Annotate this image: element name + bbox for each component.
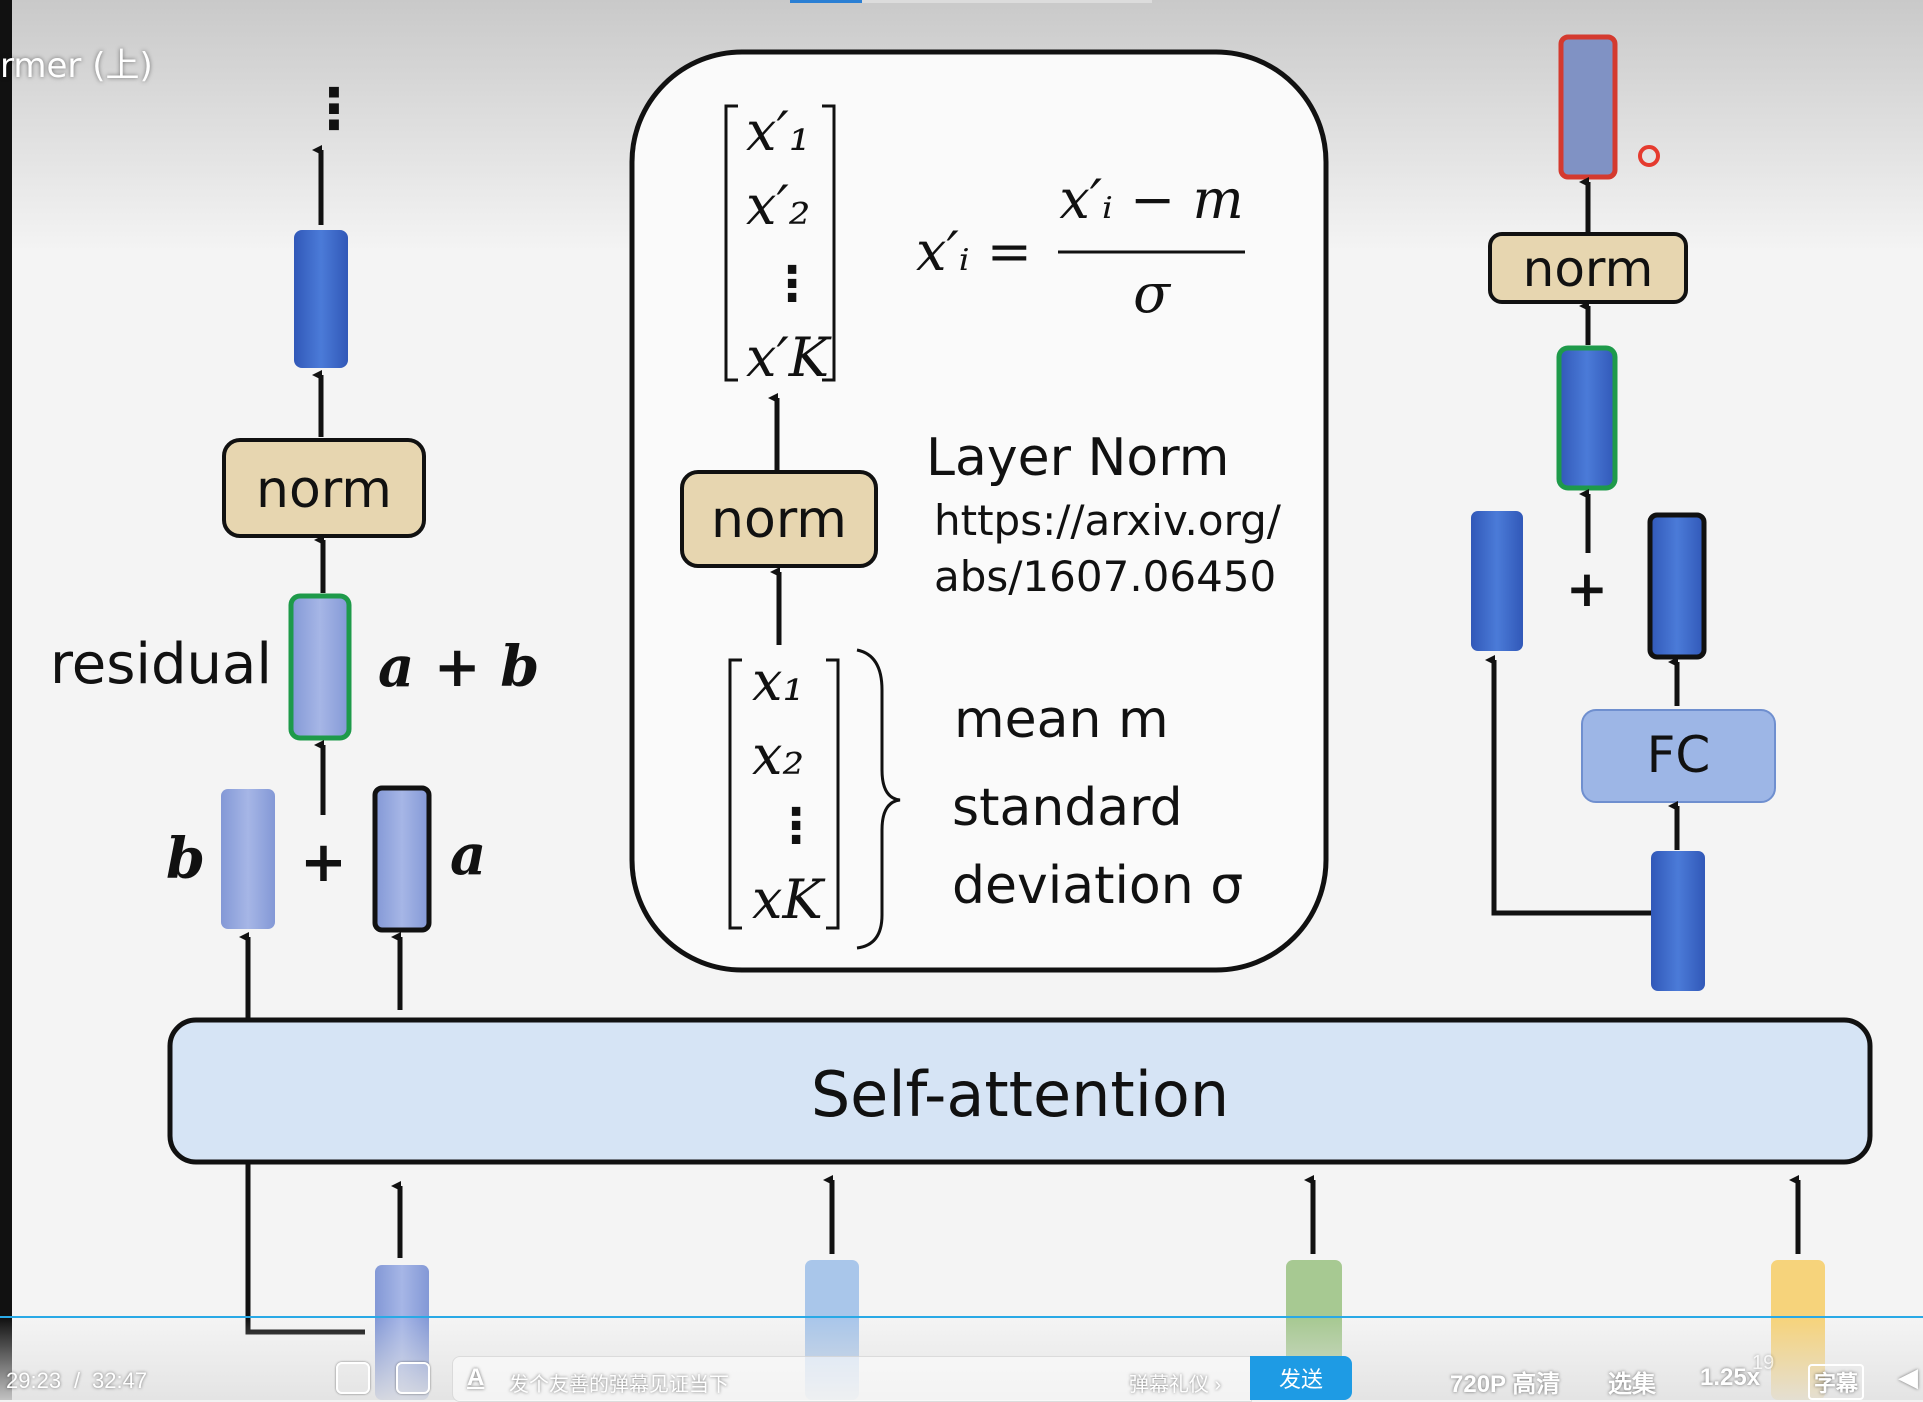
right-skip-vector — [1471, 511, 1523, 651]
send-button[interactable]: 发送 — [1250, 1356, 1352, 1400]
left-residual-vector — [288, 593, 352, 741]
episodes-button[interactable]: 选集 — [1608, 1371, 1656, 1398]
self-attention-label: Self-attention — [810, 1058, 1230, 1131]
out-vector-x1: x′₁ — [746, 100, 811, 163]
right-input-vector — [1651, 851, 1705, 991]
left-b-vector — [221, 789, 275, 929]
a-label: a — [450, 822, 487, 888]
left-norm-box — [222, 438, 426, 538]
right-norm-label: norm — [1522, 240, 1654, 298]
b-label: b — [166, 826, 206, 892]
layer-norm-url-line2: abs/1607.06450 — [934, 552, 1277, 601]
danmaku-toggle-icon[interactable] — [336, 1362, 370, 1394]
std-label-line1: standard — [952, 778, 1183, 838]
center-norm-box — [680, 470, 878, 568]
right-residual-vector — [1556, 345, 1618, 491]
fc-box — [1581, 709, 1776, 803]
left-norm-label: norm — [256, 460, 392, 520]
right-output-vector — [1558, 34, 1618, 180]
sum-a-plus-b-label: a + b — [378, 634, 540, 700]
curly-brace — [856, 648, 901, 950]
formula-lhs: x′ᵢ = — [916, 220, 1032, 283]
bracket-in-left — [728, 658, 742, 930]
mean-label: mean m — [954, 690, 1169, 750]
subtitle-button[interactable]: 字幕 — [1808, 1364, 1865, 1400]
out-vector-ellipsis: ⋮ — [768, 256, 816, 312]
video-title: rmer (上) — [0, 46, 153, 86]
danmaku-placeholder: 发个友善的弹幕见证当下 — [509, 1374, 729, 1396]
out-vector-xK: x′K — [746, 326, 830, 389]
video-progress-bar[interactable] — [0, 1316, 1923, 1318]
layer-norm-url-line1: https://arxiv.org/ — [934, 496, 1281, 545]
center-norm-label: norm — [711, 490, 847, 550]
left-a-vector — [372, 785, 432, 933]
cursor-indicator — [1638, 145, 1660, 167]
time-separator: / — [74, 1368, 81, 1393]
quality-button[interactable]: 720P 高清 — [1450, 1371, 1561, 1398]
self-attention-block — [167, 1017, 1873, 1165]
std-label-line2: deviation σ — [952, 856, 1244, 916]
left-output-vector — [294, 230, 348, 368]
residual-label: residual — [50, 632, 272, 697]
bracket-in-right — [826, 658, 840, 930]
right-skip-connection — [1485, 655, 1651, 916]
danmaku-style-icon[interactable]: A — [467, 1364, 485, 1391]
danmaku-input[interactable]: A 发个友善的弹幕见证当下 弹幕礼仪 › — [452, 1356, 1252, 1402]
speed-button[interactable]: 1.25x — [1700, 1364, 1761, 1391]
layer-norm-box — [629, 49, 1329, 973]
left-plus-sign: + — [300, 830, 347, 895]
time-total: 32:47 — [92, 1368, 148, 1393]
left-edge-bar — [0, 0, 12, 1400]
time-current: 29:23 — [6, 1368, 62, 1393]
fc-label: FC — [1646, 726, 1711, 784]
right-fc-output-vector — [1647, 512, 1707, 660]
volume-icon[interactable]: ◀ — [1898, 1362, 1918, 1392]
danmaku-settings-icon[interactable] — [396, 1362, 430, 1394]
in-vector-x1: x₁ — [752, 650, 805, 713]
formula-denominator: σ — [1133, 262, 1170, 325]
in-vector-xK: xK — [752, 868, 823, 931]
danmaku-etiquette-link[interactable]: 弹幕礼仪 › — [1129, 1374, 1222, 1396]
in-vector-x2: x₂ — [752, 724, 805, 787]
formula-numerator: x′ᵢ − m — [1059, 168, 1244, 231]
bracket-out-right — [822, 104, 836, 382]
out-vector-x2: x′₂ — [746, 174, 811, 237]
in-vector-ellipsis: ⋮ — [772, 798, 820, 854]
right-plus-sign: + — [1566, 560, 1608, 618]
top-progress-rest — [862, 0, 1152, 3]
page-number-hint: 19 — [1752, 1352, 1775, 1374]
top-progress-segment — [790, 0, 862, 3]
left-ellipsis: ⋮ — [306, 77, 362, 142]
layer-norm-title: Layer Norm — [926, 428, 1230, 488]
bracket-out-left — [724, 104, 738, 382]
